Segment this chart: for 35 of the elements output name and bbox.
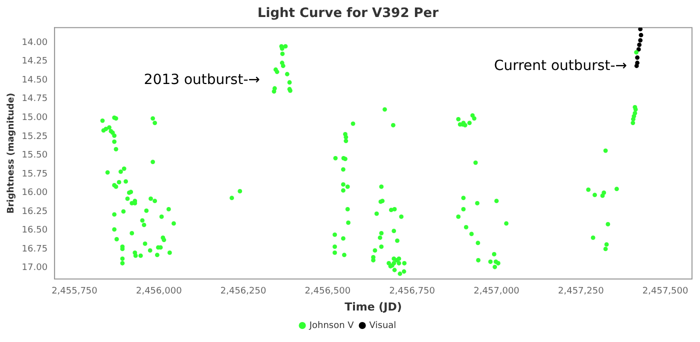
y-tick-label: 16.50: [22, 226, 48, 236]
y-tick-label: 16.25: [22, 206, 48, 217]
x-tick-label: 2,456,750: [389, 286, 436, 297]
y-tick-label: 15.25: [22, 132, 48, 142]
x-tick-label: 2,456,500: [304, 286, 351, 297]
y-tick-label: 14.75: [22, 94, 48, 104]
point: [635, 55, 640, 60]
x-tick-label: 2,456,000: [136, 286, 182, 297]
y-axis-title: Brightness (magnitude): [6, 92, 17, 214]
annotation: Current outburst-→: [494, 58, 627, 74]
x-tick-label: 2,457,500: [642, 286, 688, 297]
point: [638, 28, 643, 32]
y-tick-label: 16.75: [22, 244, 48, 254]
x-axis-title: Time (JD): [344, 300, 402, 314]
y-tick-label: 15.00: [22, 112, 48, 123]
x-tick-label: 2,457,250: [558, 286, 604, 297]
x-tick-label: 2,455,750: [52, 286, 98, 297]
y-tick-label: 15.75: [22, 169, 48, 180]
point: [636, 47, 641, 52]
annotation: 2013 outburst-→: [144, 72, 260, 88]
point: [638, 32, 644, 38]
chart-title: Light Curve for V392 Per: [257, 6, 440, 22]
y-tick-label: 14.25: [22, 56, 48, 67]
y-tick-label: 15.50: [22, 150, 48, 161]
point: [638, 38, 643, 43]
point: [637, 42, 642, 48]
y-tick-label: 16.00: [22, 188, 48, 198]
point: [634, 64, 639, 68]
y-tick-label: 14.00: [22, 38, 48, 48]
y-tick-label: 17.00: [22, 263, 48, 274]
legend-label: Johnson V: [308, 320, 355, 331]
y-tick-label: 14.50: [22, 75, 48, 86]
x-tick-label: 2,456,250: [220, 286, 266, 297]
legend-label: Visual: [369, 320, 396, 331]
x-tick-label: 2,457,000: [474, 286, 520, 297]
